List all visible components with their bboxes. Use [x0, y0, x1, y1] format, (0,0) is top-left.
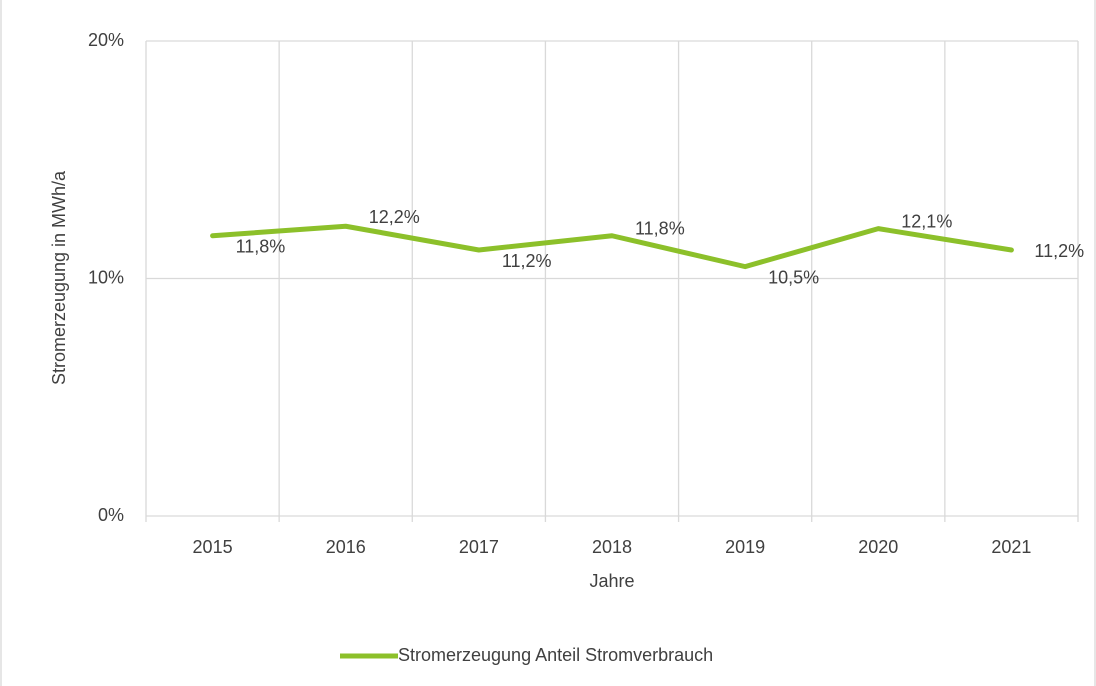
- x-tick-label: 2015: [193, 537, 233, 557]
- y-tick-label: 10%: [88, 267, 124, 287]
- x-tick-label: 2016: [326, 537, 366, 557]
- y-tick-label: 20%: [88, 30, 124, 50]
- data-label: 12,1%: [901, 211, 952, 231]
- x-tick-label: 2018: [592, 537, 632, 557]
- legend-label: Stromerzeugung Anteil Stromverbrauch: [398, 645, 713, 665]
- data-line: [210, 223, 1014, 270]
- x-tick-label: 2020: [858, 537, 898, 557]
- x-axis-label: Jahre: [589, 571, 634, 591]
- y-tick-label: 0%: [98, 505, 124, 525]
- data-label: 11,8%: [635, 219, 685, 239]
- data-label: 11,2%: [502, 251, 552, 271]
- data-label: 12,2%: [369, 207, 420, 227]
- x-tick-label: 2021: [991, 537, 1031, 557]
- data-label: 10,5%: [768, 267, 819, 287]
- x-tick-label: 2017: [459, 537, 499, 557]
- y-axis-label: Stromerzeugung in MWh/a: [49, 170, 69, 385]
- data-label: 11,2%: [1034, 241, 1084, 261]
- x-tick-label: 2019: [725, 537, 765, 557]
- data-label: 11,8%: [236, 237, 286, 257]
